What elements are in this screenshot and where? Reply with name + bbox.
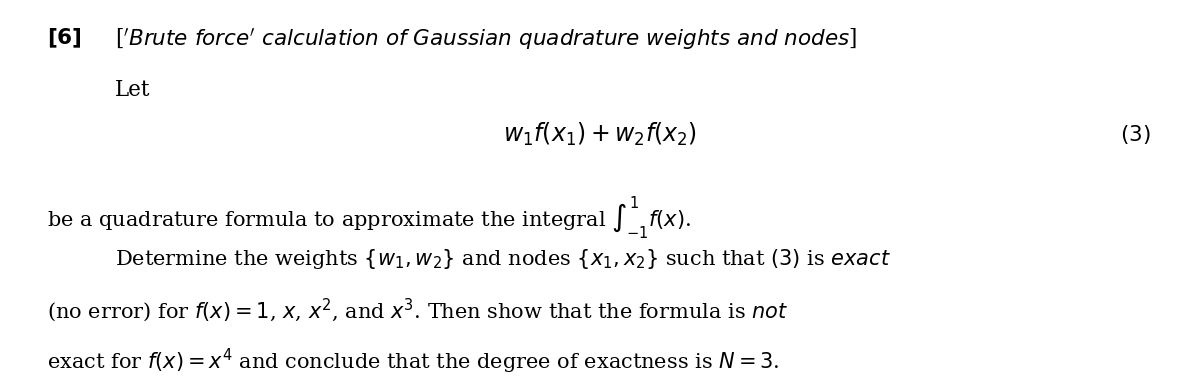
Text: (no error) for $f(x) = 1$, $x$, $x^2$, and $x^3$. Then show that the formula is : (no error) for $f(x) = 1$, $x$, $x^2$, a…	[47, 297, 788, 324]
Text: be a quadrature formula to approximate the integral $\int_{-1}^{1} f(x)$.: be a quadrature formula to approximate t…	[47, 194, 691, 241]
Text: Determine the weights $\{w_1, w_2\}$ and nodes $\{x_1, x_2\}$ such that $(3)$ is: Determine the weights $\{w_1, w_2\}$ and…	[115, 247, 892, 271]
Text: $\mathbf{[6]}$: $\mathbf{[6]}$	[47, 26, 82, 50]
Text: $w_1 f(x_1) + w_2 f(x_2)$: $w_1 f(x_1) + w_2 f(x_2)$	[503, 121, 697, 148]
Text: [$\it{'Brute\ force'}$$\it{\ calculation\ of\ Gaussian\ quadrature\ weights\ and: [$\it{'Brute\ force'}$$\it{\ calculation…	[115, 26, 857, 52]
Text: $(3)$: $(3)$	[1120, 123, 1151, 146]
Text: exact for $f(x) = x^4$ and conclude that the degree of exactness is $N = 3$.: exact for $f(x) = x^4$ and conclude that…	[47, 347, 780, 376]
Text: Let: Let	[115, 79, 151, 101]
